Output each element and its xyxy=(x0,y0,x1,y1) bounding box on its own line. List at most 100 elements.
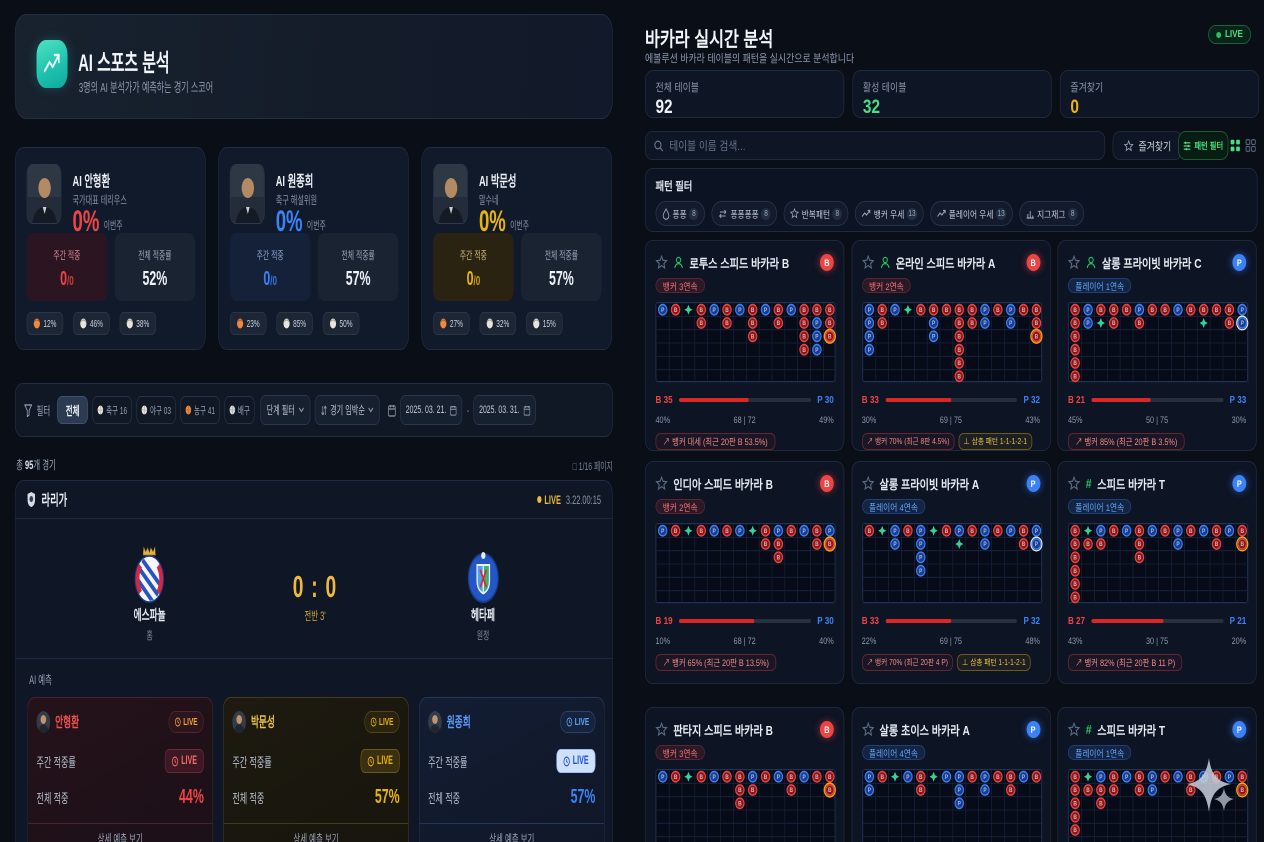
svg-text:B: B xyxy=(802,347,806,354)
svg-text:B: B xyxy=(1112,320,1116,327)
svg-text:B: B xyxy=(1099,787,1103,794)
svg-text:P: P xyxy=(1176,307,1180,314)
svg-text:B: B xyxy=(1240,528,1244,535)
svg-text:B: B xyxy=(970,774,974,781)
svg-text:P: P xyxy=(815,347,819,354)
svg-text:B: B xyxy=(996,774,1000,781)
svg-text:B: B xyxy=(1163,774,1167,781)
svg-text:B: B xyxy=(1073,814,1077,821)
svg-text:B: B xyxy=(828,307,832,314)
svg-text:B: B xyxy=(1009,774,1013,781)
svg-text:B: B xyxy=(1034,774,1038,781)
svg-text:B: B xyxy=(1240,541,1244,548)
svg-text:B: B xyxy=(802,334,806,341)
svg-text:P: P xyxy=(1125,774,1129,781)
svg-text:B: B xyxy=(1073,320,1077,327)
svg-text:B: B xyxy=(1073,334,1077,341)
svg-text:B: B xyxy=(1202,307,1206,314)
svg-text:B: B xyxy=(1073,787,1077,794)
svg-text:P: P xyxy=(957,801,961,808)
svg-text:P: P xyxy=(983,541,987,548)
svg-text:P: P xyxy=(893,541,897,548)
svg-text:B: B xyxy=(1073,774,1077,781)
svg-text:B: B xyxy=(996,307,1000,314)
svg-text:P: P xyxy=(983,787,987,794)
svg-text:P: P xyxy=(919,541,923,548)
svg-text:B: B xyxy=(1189,307,1193,314)
svg-text:B: B xyxy=(777,555,781,562)
svg-text:P: P xyxy=(1151,774,1155,781)
svg-text:B: B xyxy=(828,787,832,794)
svg-text:P: P xyxy=(867,774,871,781)
svg-text:B: B xyxy=(751,334,755,341)
svg-text:B: B xyxy=(1021,307,1025,314)
svg-text:B: B xyxy=(674,307,678,314)
svg-text:P: P xyxy=(957,528,961,535)
svg-text:B: B xyxy=(1073,581,1077,588)
svg-text:B: B xyxy=(1099,801,1103,808)
svg-text:B: B xyxy=(674,774,678,781)
svg-text:P: P xyxy=(1176,774,1180,781)
svg-text:P: P xyxy=(661,528,665,535)
svg-text:B: B xyxy=(1073,595,1077,602)
svg-text:B: B xyxy=(906,528,910,535)
svg-text:B: B xyxy=(1125,307,1129,314)
svg-text:B: B xyxy=(931,307,935,314)
svg-text:P: P xyxy=(1151,787,1155,794)
svg-text:P: P xyxy=(983,320,987,327)
svg-text:B: B xyxy=(700,774,704,781)
svg-text:B: B xyxy=(738,801,742,808)
svg-text:B: B xyxy=(1189,787,1193,794)
svg-text:B: B xyxy=(789,774,793,781)
svg-text:B: B xyxy=(725,307,729,314)
svg-text:B: B xyxy=(764,774,768,781)
svg-text:P: P xyxy=(983,307,987,314)
svg-text:B: B xyxy=(1112,787,1116,794)
svg-text:B: B xyxy=(1099,307,1103,314)
svg-text:P: P xyxy=(919,568,923,575)
svg-text:P: P xyxy=(906,774,910,781)
svg-text:P: P xyxy=(1009,528,1013,535)
svg-text:P: P xyxy=(738,528,742,535)
svg-text:B: B xyxy=(1163,307,1167,314)
svg-text:B: B xyxy=(1228,307,1232,314)
svg-text:P: P xyxy=(777,774,781,781)
svg-text:P: P xyxy=(932,334,936,341)
svg-text:P: P xyxy=(713,307,717,314)
svg-text:P: P xyxy=(815,320,819,327)
svg-text:B: B xyxy=(777,307,781,314)
svg-text:P: P xyxy=(661,307,665,314)
svg-text:P: P xyxy=(867,307,871,314)
svg-text:B: B xyxy=(1215,774,1219,781)
svg-text:P: P xyxy=(893,528,897,535)
svg-text:B: B xyxy=(1073,541,1077,548)
svg-text:B: B xyxy=(1215,541,1219,548)
svg-text:B: B xyxy=(1073,374,1077,381)
svg-text:P: P xyxy=(932,320,936,327)
svg-text:B: B xyxy=(1034,320,1038,327)
svg-text:P: P xyxy=(1086,307,1090,314)
svg-text:P: P xyxy=(893,307,897,314)
svg-text:P: P xyxy=(777,528,781,535)
svg-text:P: P xyxy=(1022,774,1026,781)
svg-text:P: P xyxy=(919,528,923,535)
svg-text:P: P xyxy=(713,528,717,535)
svg-text:P: P xyxy=(867,320,871,327)
svg-text:B: B xyxy=(970,307,974,314)
svg-text:B: B xyxy=(789,528,793,535)
svg-text:B: B xyxy=(1073,360,1077,367)
svg-text:P: P xyxy=(1034,541,1038,548)
svg-text:B: B xyxy=(738,787,742,794)
svg-text:B: B xyxy=(1021,541,1025,548)
svg-text:P: P xyxy=(919,555,923,562)
svg-text:B: B xyxy=(1138,774,1142,781)
svg-text:B: B xyxy=(996,528,1000,535)
svg-text:B: B xyxy=(1073,307,1077,314)
svg-text:B: B xyxy=(1086,787,1090,794)
svg-text:P: P xyxy=(983,774,987,781)
svg-text:B: B xyxy=(1215,528,1219,535)
svg-text:P: P xyxy=(738,307,742,314)
svg-text:B: B xyxy=(880,774,884,781)
svg-text:B: B xyxy=(815,541,819,548)
svg-text:B: B xyxy=(867,528,871,535)
